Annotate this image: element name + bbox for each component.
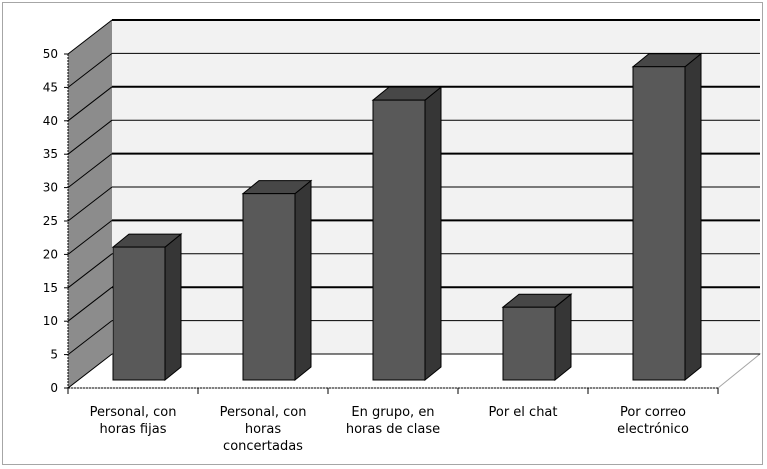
bar (372, 99, 426, 381)
y-tick-label: 45 (43, 80, 58, 94)
x-tick-label: Por el chat (489, 405, 558, 420)
y-tick-label: 20 (43, 247, 58, 261)
bar-side (684, 52, 702, 382)
x-tick-label: electrónico (617, 422, 689, 437)
x-tick-label: Personal, con (90, 405, 177, 420)
y-tick-label: 5 (50, 348, 58, 362)
gridline-side (67, 320, 113, 355)
x-tick-label: horas fijas (100, 422, 167, 437)
gridline-side (67, 53, 113, 88)
y-tick-label: 15 (43, 281, 58, 295)
y-tick-label: 25 (43, 214, 58, 228)
x-tick-label: En grupo, en (351, 405, 434, 420)
bar-side (164, 233, 182, 382)
y-tick-label: 0 (50, 381, 58, 395)
x-tick-label: horas de clase (346, 422, 440, 437)
x-tick-label: horas (245, 422, 282, 437)
gridline-side (67, 86, 113, 122)
gridline-side (67, 186, 113, 222)
bar (242, 193, 296, 381)
y-tick-label: 50 (43, 47, 58, 61)
x-tick-label: concertadas (223, 439, 303, 454)
bar (112, 246, 166, 381)
bar-side (294, 179, 312, 382)
gridline-side (67, 220, 113, 255)
y-tick-label: 30 (43, 181, 58, 195)
y-tick-label: 10 (43, 314, 58, 328)
gridline-side (67, 286, 113, 322)
gridline-side (67, 119, 113, 155)
bar-side (554, 293, 572, 382)
gridline-side (67, 153, 113, 188)
gridline-side (67, 19, 113, 55)
x-tick-label: Personal, con (220, 405, 307, 420)
x-tick-label: Por correo (620, 405, 686, 420)
bar-side (424, 86, 442, 382)
bar (632, 66, 686, 381)
gridline-side (67, 353, 113, 389)
gridline-side (67, 253, 113, 289)
y-tick-label: 35 (43, 147, 58, 161)
bar (502, 306, 556, 381)
y-tick-label: 40 (43, 114, 58, 128)
